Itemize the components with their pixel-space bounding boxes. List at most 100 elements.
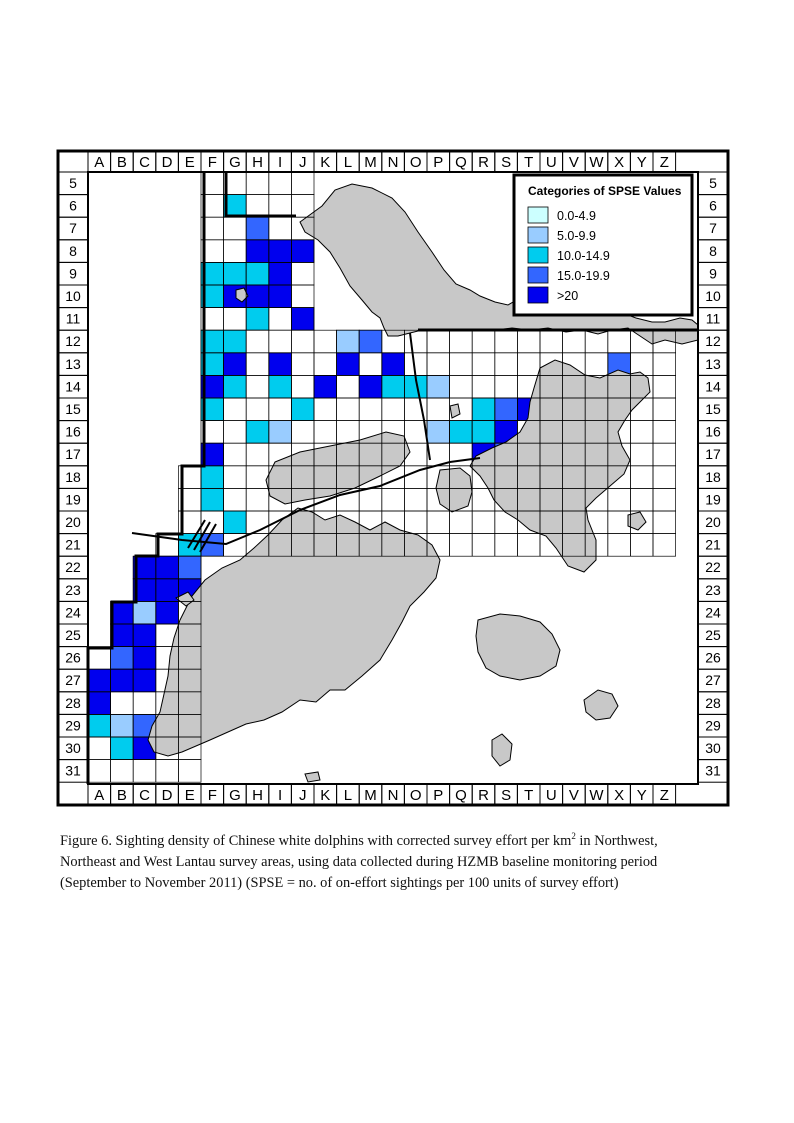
column-label-bottom: V xyxy=(569,787,579,804)
column-label-bottom: L xyxy=(344,787,352,804)
row-label-box xyxy=(57,759,89,783)
density-cell xyxy=(268,239,292,263)
column-label-top: V xyxy=(569,154,579,171)
density-cell xyxy=(268,262,292,286)
row-label-left: 14 xyxy=(65,378,81,394)
grid-cell xyxy=(178,759,202,783)
row-label-left: 23 xyxy=(65,582,81,598)
density-cell xyxy=(268,352,292,376)
row-label-right: 15 xyxy=(705,401,721,417)
row-label-right: 30 xyxy=(705,740,721,756)
legend-title: Categories of SPSE Values xyxy=(528,184,682,198)
column-label-box xyxy=(652,150,677,173)
caption-line-3: (September to November 2011) (SPSE = no.… xyxy=(60,874,619,891)
density-cell xyxy=(245,284,270,308)
column-label-top: G xyxy=(229,154,241,171)
density-cell xyxy=(223,352,247,376)
column-label-top: F xyxy=(208,154,217,171)
row-label-right: 23 xyxy=(705,582,721,598)
column-labels: AABBCCDDEEFFGGHHIIJJKKLLMMNNOOPPQQRRSSTT… xyxy=(87,150,677,806)
row-label-left: 21 xyxy=(65,537,81,553)
column-label-bottom: N xyxy=(388,787,399,804)
density-cell xyxy=(155,555,179,580)
column-label-top: A xyxy=(94,154,104,171)
figure-caption: Figure 6. Sighting density of Chinese wh… xyxy=(60,826,750,894)
land-hk-island xyxy=(475,613,561,681)
column-label-bottom: X xyxy=(614,787,624,804)
legend-label: 10.0-14.9 xyxy=(557,249,610,263)
land-islet-3 xyxy=(235,287,249,303)
density-cell xyxy=(223,375,247,399)
row-label-right: 12 xyxy=(705,333,721,349)
row-labels: 5 5 6 6 7 7 8 8 9 9 10 10 11 11 12 12 13 13 14 14 15 15 16 16 17… xyxy=(57,171,729,783)
row-label-left: 19 xyxy=(65,491,81,507)
density-cell xyxy=(200,465,224,489)
row-label-right: 8 xyxy=(709,243,717,259)
legend-label: >20 xyxy=(557,289,578,303)
row-label-right: 5 xyxy=(709,175,717,191)
density-cell xyxy=(336,352,360,376)
density-cell xyxy=(223,262,247,286)
caption-line-1: Figure 6. Sighting density of Chinese wh… xyxy=(60,826,750,852)
column-label-bottom: U xyxy=(546,787,557,804)
land-islet-2 xyxy=(175,591,195,607)
density-cell xyxy=(426,375,450,399)
row-label-right: 22 xyxy=(705,559,721,575)
row-label-left: 30 xyxy=(65,740,81,756)
column-label-bottom: P xyxy=(433,787,443,804)
density-cell xyxy=(155,601,179,625)
row-label-right: 7 xyxy=(709,220,717,236)
column-label-top: J xyxy=(299,154,307,171)
sighting-density-map: AABBCCDDEEFFGGHHIIJJKKLLMMNNOOPPQQRRSSTT… xyxy=(56,149,730,807)
column-label-top: U xyxy=(546,154,557,171)
density-cell xyxy=(358,375,383,399)
density-cell xyxy=(245,239,270,263)
column-label-bottom: W xyxy=(589,787,604,804)
column-label-box xyxy=(652,783,677,806)
column-label-bottom: O xyxy=(410,787,422,804)
row-label-left: 17 xyxy=(65,446,81,462)
column-label-top: X xyxy=(614,154,624,171)
density-cell xyxy=(471,397,496,421)
caption-superscript: 2 xyxy=(571,831,576,841)
density-cell xyxy=(110,623,134,647)
land-areas xyxy=(147,183,699,783)
column-label-top: M xyxy=(364,154,377,171)
column-label-bottom: I xyxy=(278,787,282,804)
row-label-right: 10 xyxy=(705,288,721,304)
grid-cell-lines xyxy=(87,171,676,783)
column-label-top: C xyxy=(139,154,150,171)
column-label-top: D xyxy=(162,154,173,171)
row-label-left: 26 xyxy=(65,650,81,666)
column-label-bottom: Q xyxy=(455,787,467,804)
column-label-top: W xyxy=(589,154,604,171)
row-label-box xyxy=(697,759,729,783)
row-label-right: 14 xyxy=(705,378,721,394)
column-label-bottom: M xyxy=(364,787,377,804)
row-label-right: 17 xyxy=(705,446,721,462)
row-label-left: 15 xyxy=(65,401,81,417)
row-label-left: 5 xyxy=(69,175,77,191)
density-cell xyxy=(110,646,134,670)
row-label-right: 19 xyxy=(705,491,721,507)
legend-label: 15.0-19.9 xyxy=(557,269,610,283)
density-cell xyxy=(223,329,247,354)
density-cell xyxy=(381,352,405,376)
grid-cell xyxy=(652,533,676,557)
column-label-bottom: Z xyxy=(660,787,669,804)
column-label-top: H xyxy=(252,154,263,171)
density-cell xyxy=(494,397,518,421)
row-label-left: 9 xyxy=(69,265,77,281)
density-cell xyxy=(268,420,292,444)
row-label-left: 13 xyxy=(65,356,81,372)
legend-swatch xyxy=(527,266,549,284)
land-islet-1 xyxy=(627,511,647,531)
row-label-left: 29 xyxy=(65,717,81,733)
row-label-left: 6 xyxy=(69,198,77,214)
density-cell xyxy=(110,736,134,760)
row-label-left: 20 xyxy=(65,514,81,530)
density-cell xyxy=(245,262,270,286)
density-cell xyxy=(245,216,270,241)
column-label-top: N xyxy=(388,154,399,171)
density-cell xyxy=(132,601,157,625)
